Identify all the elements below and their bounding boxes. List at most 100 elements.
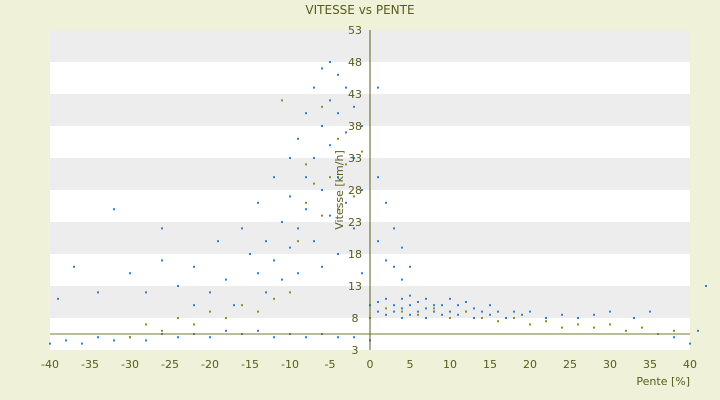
data-point [353, 336, 355, 339]
data-point [441, 304, 443, 307]
data-point [161, 329, 163, 332]
data-point [377, 301, 379, 303]
data-point [337, 208, 339, 211]
y-tick-label: 23 [348, 216, 362, 229]
data-point [401, 297, 403, 300]
data-point [481, 317, 483, 319]
data-point [345, 201, 347, 204]
data-point [577, 317, 579, 319]
data-point [473, 317, 475, 319]
data-point [489, 313, 491, 316]
data-point [473, 307, 475, 310]
data-point [425, 317, 427, 319]
data-point [281, 99, 283, 102]
data-point [65, 339, 67, 342]
data-point [393, 227, 395, 230]
data-point [257, 329, 259, 332]
data-point [257, 201, 259, 204]
data-point [393, 304, 395, 307]
data-point [313, 182, 315, 185]
x-tick-labels: -40 -35 -30 -25 -20 -15 -10 -5 0 5 10 15 20 25 30 35 40 [41, 358, 697, 371]
data-point [225, 329, 227, 332]
data-point [425, 297, 427, 300]
data-point [113, 208, 115, 211]
data-point [193, 323, 195, 326]
x-tick-label: 20 [523, 358, 537, 371]
data-point [385, 307, 387, 310]
data-point [505, 317, 507, 319]
y-tick-label: 8 [352, 312, 359, 325]
data-point [337, 336, 339, 339]
data-point [297, 227, 299, 230]
data-point [329, 99, 331, 102]
data-point [241, 227, 243, 230]
data-point [353, 195, 355, 198]
data-point [649, 310, 651, 313]
data-point [345, 163, 347, 166]
data-point [273, 336, 275, 339]
data-point [513, 310, 515, 313]
data-point [401, 310, 403, 313]
data-point [697, 329, 699, 332]
data-point [329, 61, 331, 63]
data-point [305, 336, 307, 339]
data-point [385, 259, 387, 262]
x-tick-label: 15 [483, 358, 497, 371]
data-point [289, 246, 291, 249]
data-point [465, 310, 467, 313]
data-point [313, 157, 315, 159]
data-point [433, 304, 435, 307]
data-point [209, 310, 211, 313]
data-point [401, 317, 403, 319]
data-point [457, 304, 459, 307]
data-point [81, 342, 83, 345]
data-point [393, 310, 395, 313]
data-point [545, 317, 547, 319]
data-point [377, 86, 379, 89]
x-tick-label: 0 [367, 358, 374, 371]
data-point [377, 310, 379, 313]
data-point [393, 265, 395, 268]
data-point [329, 214, 331, 217]
data-point [401, 307, 403, 310]
data-point [409, 304, 411, 307]
data-point [529, 310, 531, 313]
data-point [497, 310, 499, 313]
data-point [425, 307, 427, 310]
data-point [265, 291, 267, 294]
data-point [305, 201, 307, 204]
data-point [297, 272, 299, 275]
data-point [353, 105, 355, 108]
data-point [433, 310, 435, 313]
data-point [97, 291, 99, 294]
x-tick-label: -15 [241, 358, 259, 371]
x-axis-label: Pente [%] [636, 375, 690, 388]
data-point [545, 320, 547, 323]
data-point [337, 73, 339, 76]
data-point [281, 278, 283, 281]
x-tick-label: 30 [603, 358, 617, 371]
data-point [177, 336, 179, 339]
data-point [385, 313, 387, 316]
data-point [433, 307, 435, 310]
data-point [265, 240, 267, 243]
data-point [217, 240, 219, 243]
data-point [145, 291, 147, 294]
data-point [337, 137, 339, 140]
data-point [609, 310, 611, 313]
data-point [49, 342, 51, 345]
data-point [321, 105, 323, 108]
y-tick-label: 43 [348, 88, 362, 101]
data-point [377, 240, 379, 243]
data-point [297, 137, 299, 140]
scatter-points [49, 61, 707, 345]
data-point [625, 329, 627, 332]
y-tick-label: 28 [348, 184, 362, 197]
chart-title: VITESSE vs PENTE [305, 3, 414, 17]
data-point [273, 259, 275, 262]
data-point [345, 131, 347, 134]
data-point [353, 227, 355, 230]
data-point [465, 301, 467, 303]
